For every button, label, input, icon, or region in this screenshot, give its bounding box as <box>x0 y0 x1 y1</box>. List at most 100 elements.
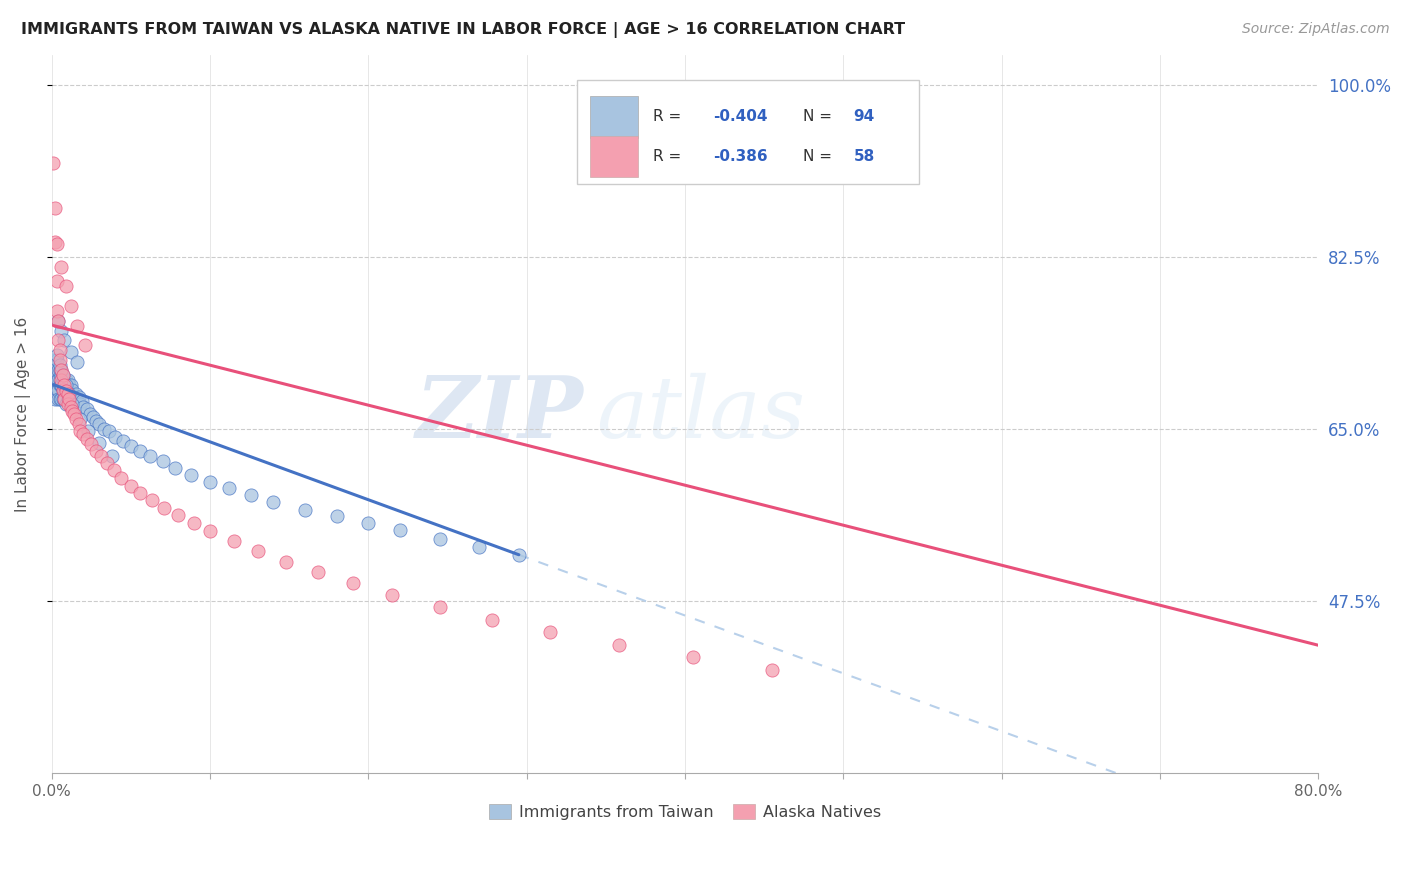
Text: N =: N = <box>803 110 837 124</box>
Point <box>682 650 704 665</box>
Point <box>62 387 84 401</box>
Point <box>59 384 82 399</box>
Point <box>198 524 221 538</box>
Point <box>69 397 91 411</box>
Point <box>52 368 75 382</box>
Point <box>44 368 66 382</box>
Point <box>246 544 269 558</box>
Point <box>45 353 67 368</box>
Point <box>183 516 205 531</box>
Text: 58: 58 <box>853 149 875 164</box>
Point <box>97 424 120 438</box>
Point <box>45 237 67 252</box>
Point <box>62 404 84 418</box>
Point <box>153 500 176 515</box>
Point <box>357 516 380 531</box>
Point <box>165 461 187 475</box>
Point <box>46 373 69 387</box>
Point <box>52 383 75 397</box>
Point <box>46 334 69 348</box>
Point <box>65 412 87 426</box>
Point <box>45 274 67 288</box>
Point <box>51 377 73 392</box>
Point <box>56 387 79 401</box>
Point <box>66 394 89 409</box>
Point <box>262 494 284 508</box>
Point <box>56 397 79 411</box>
Point <box>218 481 240 495</box>
Point <box>45 368 67 382</box>
Point <box>468 540 491 554</box>
Point <box>53 392 76 407</box>
Point <box>59 345 82 359</box>
Point <box>45 348 67 362</box>
Point <box>42 363 65 377</box>
Point <box>45 373 67 387</box>
Point <box>48 353 70 368</box>
Point <box>101 450 124 464</box>
Point <box>59 299 82 313</box>
Point <box>96 456 118 470</box>
Point <box>76 402 98 417</box>
Text: Source: ZipAtlas.com: Source: ZipAtlas.com <box>1241 22 1389 37</box>
Point <box>77 424 100 438</box>
Point <box>481 613 503 627</box>
Point <box>326 509 349 524</box>
Point <box>82 410 104 425</box>
Point <box>59 377 82 392</box>
Text: -0.404: -0.404 <box>713 110 768 124</box>
Point <box>53 377 76 392</box>
Point <box>69 424 91 438</box>
Point <box>46 363 69 377</box>
Point <box>44 377 66 392</box>
Point <box>66 355 89 369</box>
Point <box>45 358 67 372</box>
Text: ZIP: ZIP <box>416 372 583 456</box>
Point <box>180 468 202 483</box>
Point <box>75 338 97 352</box>
Point <box>129 443 152 458</box>
Point <box>167 508 190 523</box>
Point <box>44 358 66 372</box>
Point <box>84 443 107 458</box>
Point <box>58 392 80 407</box>
Text: N =: N = <box>803 149 837 164</box>
Point <box>56 383 79 397</box>
Point <box>110 471 132 485</box>
Point <box>58 377 80 392</box>
Text: -0.386: -0.386 <box>713 149 768 164</box>
Point <box>44 392 66 407</box>
Point <box>84 414 107 428</box>
Point <box>342 576 364 591</box>
Bar <box>591 96 638 137</box>
Point <box>89 417 111 431</box>
Point <box>104 430 127 444</box>
Point <box>761 663 783 677</box>
Point <box>307 566 329 580</box>
Point <box>48 343 70 358</box>
FancyBboxPatch shape <box>578 80 920 185</box>
Point <box>55 397 77 411</box>
Point <box>76 432 98 446</box>
Point <box>276 555 298 569</box>
Point <box>120 479 142 493</box>
Point <box>44 373 66 387</box>
Point <box>52 392 75 407</box>
Point <box>51 363 73 377</box>
Point <box>63 407 86 421</box>
Point <box>112 434 135 448</box>
Point <box>46 314 69 328</box>
Point <box>120 439 142 453</box>
Text: R =: R = <box>654 149 686 164</box>
Point <box>381 588 404 602</box>
Point <box>56 392 79 407</box>
Point <box>607 638 630 652</box>
Point <box>46 314 69 328</box>
Point <box>222 533 245 548</box>
Point <box>44 235 66 249</box>
Point <box>59 401 82 415</box>
Point <box>44 201 66 215</box>
Point <box>389 523 412 537</box>
Point <box>51 373 73 387</box>
Point <box>62 397 84 411</box>
